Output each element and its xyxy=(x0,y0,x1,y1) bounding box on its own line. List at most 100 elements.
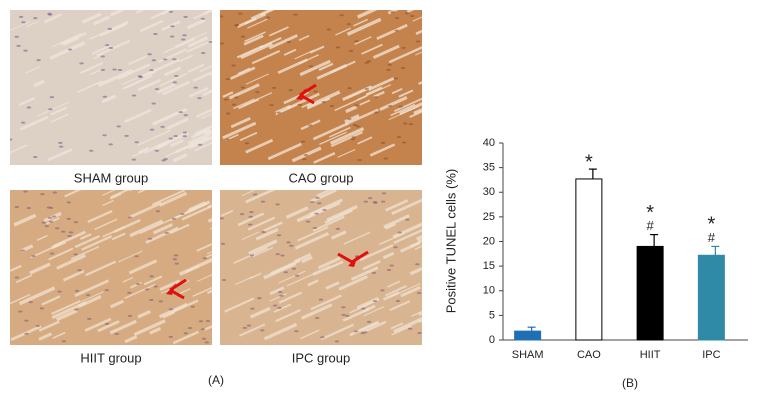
fiber-streak xyxy=(207,217,212,223)
nucleus xyxy=(26,106,32,109)
fiber-streak xyxy=(415,51,422,56)
fiber-streak xyxy=(241,231,260,241)
fiber-streak xyxy=(388,283,421,299)
y-tick-label: 35 xyxy=(483,162,495,174)
fiber-streak xyxy=(242,92,273,107)
fiber-streak xyxy=(197,274,212,282)
x-tick-label: CAO xyxy=(577,349,601,361)
fiber-streak xyxy=(97,320,120,333)
nucleus xyxy=(46,206,52,209)
fiber-streak xyxy=(243,34,264,46)
nucleus xyxy=(14,276,20,279)
nucleus xyxy=(104,322,110,325)
nucleus xyxy=(23,49,28,52)
nucleus xyxy=(398,105,403,108)
fiber-streak xyxy=(285,206,309,219)
nucleus xyxy=(225,78,231,81)
nucleus xyxy=(400,66,406,69)
nucleus xyxy=(240,35,246,38)
fiber-streak xyxy=(138,190,147,194)
fiber-streak xyxy=(416,317,422,323)
nucleus xyxy=(40,193,45,196)
nucleus xyxy=(24,332,29,335)
nucleus xyxy=(386,268,392,271)
fiber-streak xyxy=(30,243,61,259)
nucleus xyxy=(160,125,165,128)
fiber-streak xyxy=(263,322,298,341)
nucleus xyxy=(168,335,174,338)
nucleus xyxy=(183,332,188,335)
nucleus xyxy=(244,142,250,145)
fiber-streak xyxy=(191,127,211,139)
fiber-streak xyxy=(297,226,329,242)
nucleus xyxy=(33,156,38,159)
nucleus xyxy=(373,96,378,99)
nucleus xyxy=(131,158,137,161)
fiber-streak xyxy=(329,260,344,269)
fiber-streak xyxy=(143,275,163,286)
nucleus xyxy=(381,192,387,195)
fiber-streak xyxy=(93,53,104,60)
fiber-streak xyxy=(382,291,400,301)
fiber-streak xyxy=(124,335,138,344)
fiber-streak xyxy=(362,260,381,271)
nucleus xyxy=(33,17,38,20)
nucleus xyxy=(364,87,370,90)
fiber-streak xyxy=(50,113,69,123)
fiber-streak xyxy=(38,332,53,341)
fiber-streak xyxy=(96,39,131,57)
fiber-streak xyxy=(102,199,114,207)
fiber-streak xyxy=(296,206,326,223)
fiber-streak xyxy=(345,108,379,126)
fiber-streak xyxy=(329,126,351,138)
nucleus xyxy=(405,218,410,221)
nucleus xyxy=(417,331,422,334)
panel-caption: HIIT group xyxy=(80,350,141,365)
fiber-streak xyxy=(29,262,51,275)
nucleus xyxy=(134,255,139,258)
fiber-streak xyxy=(196,243,212,252)
nucleus xyxy=(334,340,340,343)
fiber-streak xyxy=(415,234,422,241)
red-arrow xyxy=(337,252,353,264)
fiber-streak xyxy=(228,83,260,100)
fiber-streak xyxy=(385,199,409,212)
fiber-streak xyxy=(350,266,379,281)
fiber-streak xyxy=(275,309,301,323)
nucleus xyxy=(246,324,252,327)
nucleus xyxy=(41,221,46,224)
fiber-streak xyxy=(268,26,289,37)
fiber-streak xyxy=(81,291,104,303)
nucleus xyxy=(87,317,92,320)
nucleus xyxy=(389,264,394,267)
nucleus xyxy=(366,320,372,323)
fiber-streak xyxy=(201,112,212,120)
nucleus xyxy=(31,255,36,258)
nucleus xyxy=(341,306,346,309)
fiber-streak xyxy=(411,310,422,317)
fiber-streak xyxy=(158,48,188,63)
fiber-streak xyxy=(101,94,117,104)
nucleus xyxy=(275,253,280,256)
nucleus xyxy=(315,317,320,320)
nucleus xyxy=(234,23,240,26)
nucleus xyxy=(149,298,154,301)
fiber-streak xyxy=(48,247,74,261)
fiber-streak xyxy=(286,92,320,110)
nucleus xyxy=(220,15,224,18)
nucleus xyxy=(131,94,137,97)
fiber-streak xyxy=(20,115,49,131)
nucleus xyxy=(68,231,74,234)
fiber-streak xyxy=(178,54,194,63)
fiber-streak xyxy=(316,63,348,80)
fiber-streak xyxy=(390,103,416,117)
fiber-streak xyxy=(136,10,146,14)
nucleus xyxy=(48,108,53,111)
fiber-streak xyxy=(109,192,122,200)
fiber-streak xyxy=(326,205,358,222)
fiber-streak xyxy=(294,232,330,250)
fiber-streak xyxy=(205,253,212,258)
nucleus xyxy=(193,86,198,89)
fiber-streak xyxy=(387,280,401,288)
nucleus xyxy=(174,74,179,77)
